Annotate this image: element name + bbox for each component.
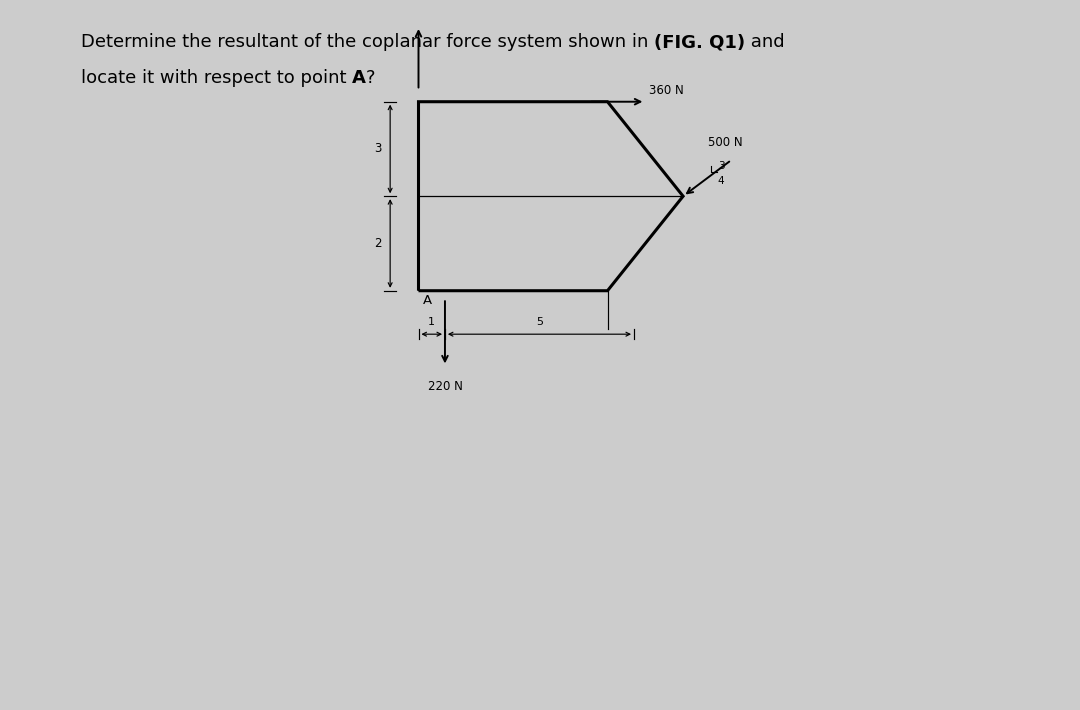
- Text: ?: ?: [366, 70, 376, 87]
- Text: A: A: [423, 294, 432, 307]
- Text: 3: 3: [718, 161, 725, 171]
- Text: Determine the resultant of the coplanar force system shown in: Determine the resultant of the coplanar …: [81, 33, 654, 51]
- Text: 5: 5: [536, 317, 543, 327]
- Text: (FIG. Q1): (FIG. Q1): [654, 33, 745, 51]
- Text: 1: 1: [429, 317, 435, 327]
- Text: A: A: [352, 70, 366, 87]
- Text: 2: 2: [375, 237, 382, 250]
- Text: 4: 4: [718, 176, 725, 186]
- Text: and: and: [745, 33, 785, 51]
- Text: 220 N: 220 N: [428, 380, 462, 393]
- Text: 500 N: 500 N: [707, 136, 742, 149]
- Text: locate it with respect to point: locate it with respect to point: [81, 70, 352, 87]
- Text: 360 N: 360 N: [649, 84, 684, 97]
- Text: 3: 3: [375, 143, 382, 155]
